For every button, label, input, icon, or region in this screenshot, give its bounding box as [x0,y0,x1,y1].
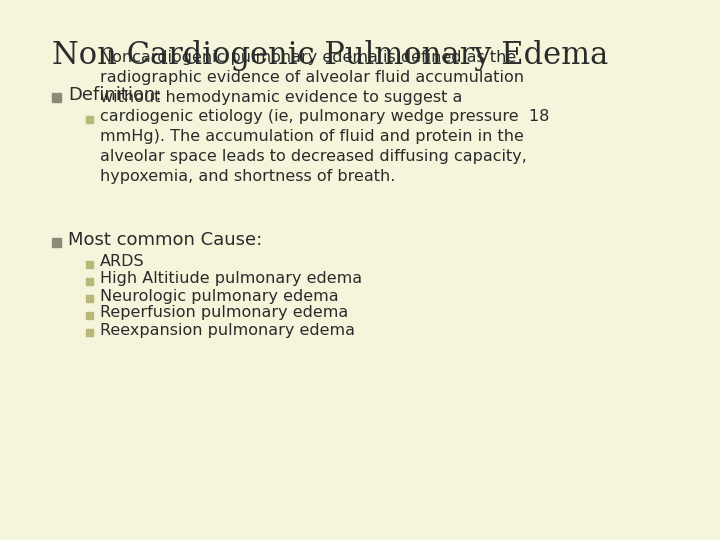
Bar [86,294,93,301]
Bar [52,92,61,102]
Bar [86,260,93,267]
Text: Definition:: Definition: [68,86,161,104]
Text: High Altitiude pulmonary edema: High Altitiude pulmonary edema [100,272,362,287]
Text: Noncardiogenic pulmonary edema is defined as the
radiographic evidence of alveol: Noncardiogenic pulmonary edema is define… [100,50,549,184]
Text: Non Cardiogenic Pulmonary Edema: Non Cardiogenic Pulmonary Edema [52,40,608,71]
Text: Reexpansion pulmonary edema: Reexpansion pulmonary edema [100,322,355,338]
Text: Most common Cause:: Most common Cause: [68,231,262,249]
Bar [86,328,93,335]
Bar [86,116,93,123]
Bar [86,312,93,319]
Text: Neurologic pulmonary edema: Neurologic pulmonary edema [100,288,338,303]
Text: Reperfusion pulmonary edema: Reperfusion pulmonary edema [100,306,348,321]
Bar [52,238,61,246]
Text: ARDS: ARDS [100,254,145,269]
Bar [86,278,93,285]
